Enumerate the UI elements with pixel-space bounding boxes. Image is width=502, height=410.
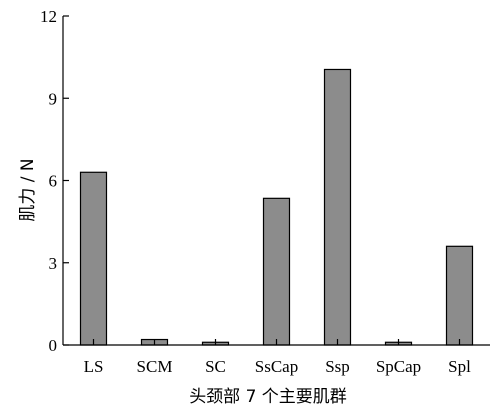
y-tick-label-3: 3 xyxy=(49,254,58,273)
x-tick-label-sc: SC xyxy=(205,357,226,376)
x-tick-label-scm: SCM xyxy=(137,357,173,376)
y-tick-label-6: 6 xyxy=(49,172,58,191)
y-tick-label-12: 12 xyxy=(40,7,57,26)
bar-ls xyxy=(79,171,108,346)
y-axis-title: 肌力 / N xyxy=(18,158,38,221)
bar-spl xyxy=(445,245,474,346)
y-tick-label-9: 9 xyxy=(49,89,58,108)
x-tick-label-ls: LS xyxy=(84,357,104,376)
y-tick-label-0: 0 xyxy=(49,336,58,355)
bar-sscap xyxy=(262,197,291,346)
y-ticks-group: 0 3 6 9 12 xyxy=(40,7,69,355)
x-labels-group: LS SCM SC SsCap Ssp SpCap Spl xyxy=(84,339,471,376)
x-axis-title: 头颈部 7 个主要肌群 xyxy=(189,387,347,407)
x-tick-label-spl: Spl xyxy=(448,357,471,376)
bars-group xyxy=(79,68,474,346)
x-tick-label-sscap: SsCap xyxy=(255,357,298,376)
x-tick-label-spcap: SpCap xyxy=(376,357,421,376)
bar-ssp xyxy=(323,68,352,346)
x-tick-label-ssp: Ssp xyxy=(325,357,350,376)
